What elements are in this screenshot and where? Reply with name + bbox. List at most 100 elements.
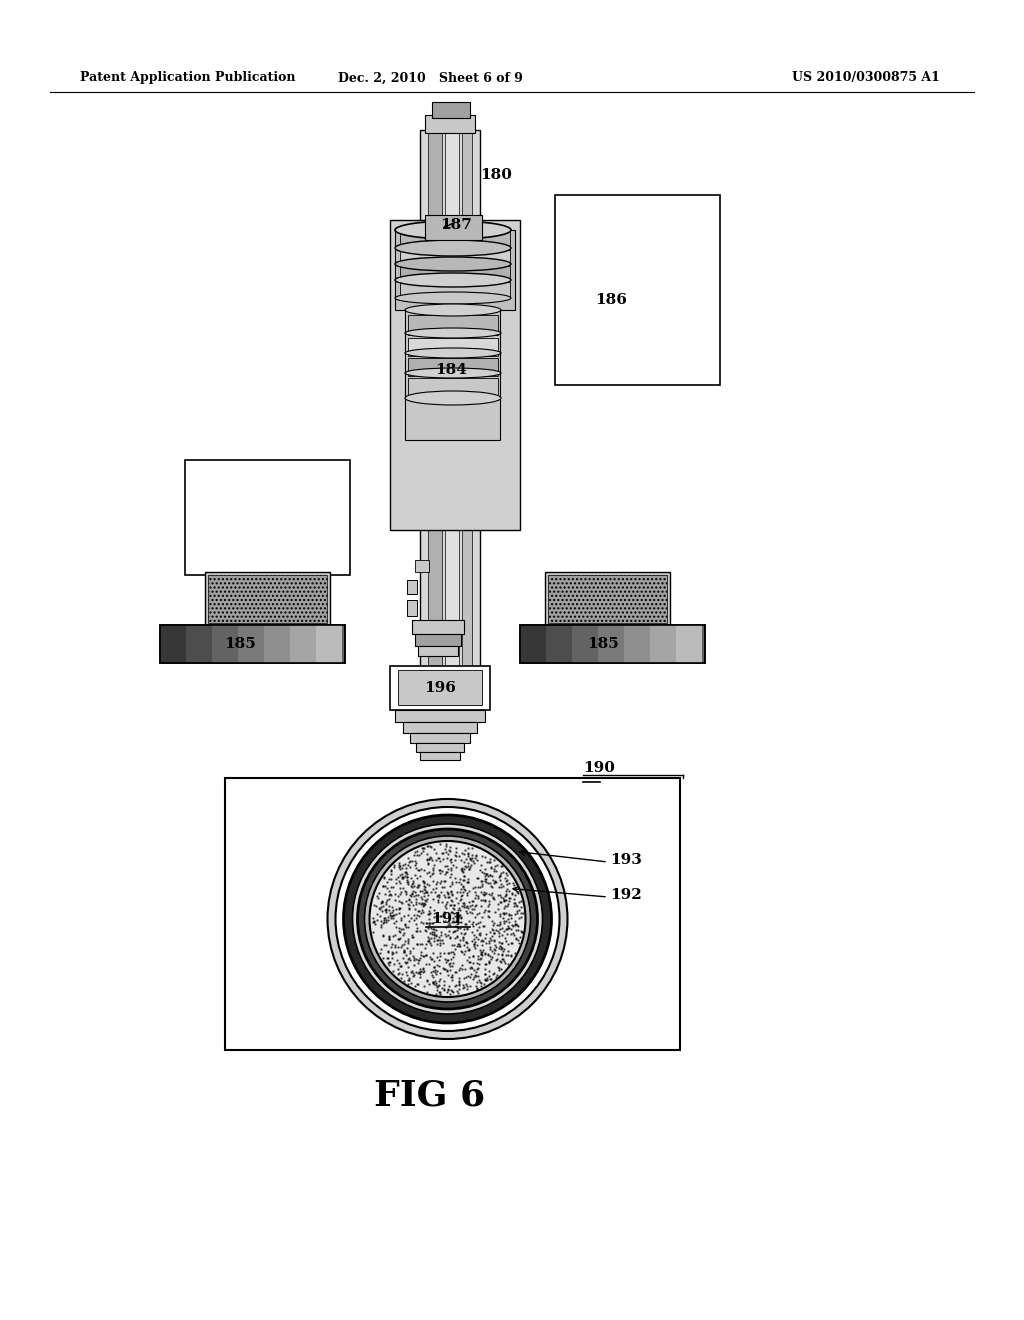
Point	[425, 919, 441, 940]
Point	[407, 898, 423, 919]
Point	[396, 862, 413, 883]
Point	[430, 981, 446, 1002]
Point	[420, 917, 436, 939]
Point	[449, 979, 465, 1001]
Point	[506, 874, 522, 895]
Point	[442, 927, 459, 948]
Point	[404, 965, 421, 986]
Point	[384, 902, 400, 923]
Point	[410, 843, 426, 865]
Point	[505, 916, 521, 937]
Point	[407, 850, 423, 871]
Point	[443, 891, 460, 912]
Point	[432, 833, 449, 854]
Point	[402, 850, 419, 871]
Point	[409, 876, 425, 898]
Point	[487, 871, 504, 892]
Point	[366, 912, 382, 933]
Point	[424, 948, 440, 969]
Point	[457, 923, 473, 944]
Point	[476, 969, 493, 990]
Point	[426, 838, 442, 859]
Bar	[160, 624, 345, 663]
Point	[492, 925, 508, 946]
Point	[415, 912, 431, 933]
Point	[475, 883, 492, 904]
Point	[425, 966, 441, 987]
Point	[480, 851, 497, 873]
Point	[387, 924, 403, 945]
Point	[382, 936, 398, 957]
Point	[480, 952, 497, 973]
Point	[459, 902, 475, 923]
Point	[458, 857, 474, 878]
Point	[431, 850, 447, 871]
Point	[480, 900, 497, 921]
Point	[385, 925, 401, 946]
Point	[412, 958, 428, 979]
Point	[495, 944, 511, 965]
Point	[437, 863, 454, 884]
Point	[381, 952, 397, 973]
Point	[456, 870, 472, 891]
Point	[463, 957, 479, 978]
Point	[394, 878, 411, 899]
Ellipse shape	[406, 327, 501, 338]
Point	[495, 940, 511, 961]
Point	[375, 925, 391, 946]
Point	[394, 867, 411, 888]
Point	[437, 838, 454, 859]
Point	[489, 854, 506, 875]
Point	[432, 929, 449, 950]
Point	[373, 916, 389, 937]
Point	[468, 895, 484, 916]
Point	[373, 911, 389, 932]
Point	[461, 858, 477, 879]
Point	[455, 862, 471, 883]
Point	[494, 945, 510, 966]
Point	[494, 936, 510, 957]
Point	[442, 866, 459, 887]
Point	[493, 865, 509, 886]
Point	[461, 880, 477, 902]
Point	[404, 883, 421, 904]
Point	[509, 895, 525, 916]
Point	[400, 855, 417, 876]
Point	[473, 944, 489, 965]
Point	[467, 887, 483, 908]
Point	[461, 898, 477, 919]
Point	[425, 931, 441, 952]
Point	[474, 929, 490, 950]
Text: 185: 185	[587, 638, 618, 651]
Point	[438, 949, 455, 970]
Point	[379, 871, 395, 892]
Point	[424, 964, 440, 985]
Point	[492, 917, 508, 939]
Point	[415, 870, 431, 891]
Point	[444, 871, 461, 892]
Point	[377, 899, 393, 920]
Ellipse shape	[395, 220, 511, 239]
Point	[455, 929, 471, 950]
Point	[391, 873, 408, 894]
Point	[431, 927, 447, 948]
Point	[412, 920, 428, 941]
Point	[504, 883, 520, 904]
Point	[487, 940, 504, 961]
Point	[501, 873, 517, 894]
Point	[437, 909, 454, 931]
Point	[484, 886, 501, 907]
Point	[514, 921, 530, 942]
Point	[493, 913, 509, 935]
Point	[383, 935, 399, 956]
Point	[404, 924, 421, 945]
Point	[401, 968, 418, 989]
Bar	[407, 579, 417, 594]
Point	[498, 890, 514, 911]
Point	[386, 854, 402, 875]
Point	[436, 870, 453, 891]
Point	[419, 888, 435, 909]
Point	[420, 853, 436, 874]
Point	[431, 942, 447, 964]
Point	[497, 928, 513, 949]
